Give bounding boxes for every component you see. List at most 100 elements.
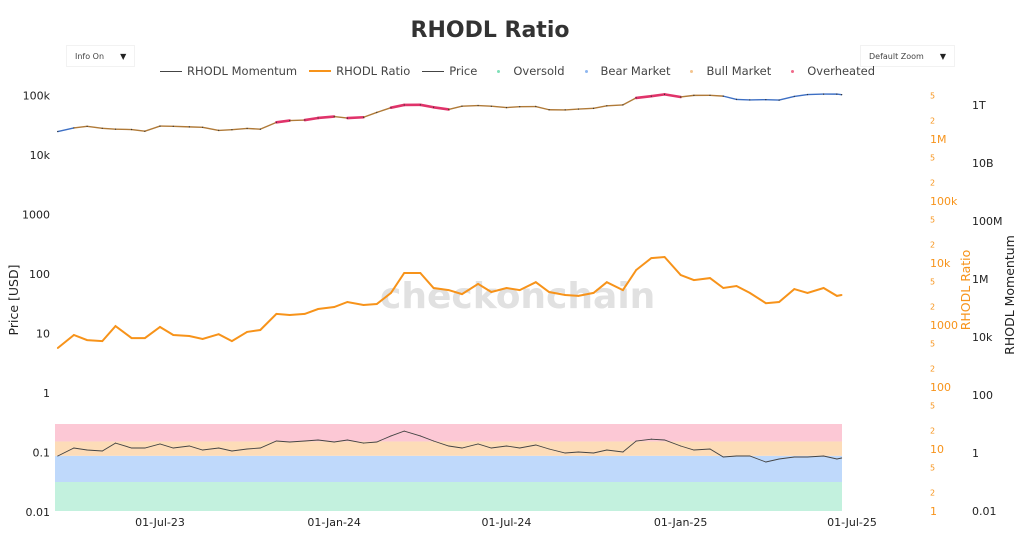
price-point xyxy=(806,93,809,96)
price-point xyxy=(188,126,190,128)
momentum-point xyxy=(736,455,738,457)
price-point xyxy=(218,129,220,132)
chevron-down-icon: ▼ xyxy=(939,51,946,61)
legend-item-overheated[interactable]: Overheated xyxy=(783,64,875,78)
ratio-point xyxy=(778,301,781,303)
price-tick-label: 10k xyxy=(30,149,51,162)
ratio-minor-tick-label: 5 xyxy=(930,340,935,349)
momentum-tick-label: 1 xyxy=(972,447,979,460)
legend-item-bull-market[interactable]: Bull Market xyxy=(682,64,771,78)
price-segment-bull-market xyxy=(606,104,624,107)
chevron-down-icon: ▼ xyxy=(120,51,127,61)
zoom-dropdown[interactable]: Default Zoom ▼ xyxy=(860,45,955,67)
legend-swatch xyxy=(309,70,332,72)
price-segment-overheated xyxy=(346,115,365,120)
momentum-point xyxy=(448,445,450,447)
momentum-point xyxy=(73,447,75,449)
price-tick-label: 0.01 xyxy=(26,506,51,519)
price-point xyxy=(793,95,795,98)
price-point xyxy=(765,99,767,101)
legend: RHODL Momentum RHODL Ratio Price Oversold Be… xyxy=(160,64,881,78)
price-point xyxy=(823,93,825,95)
ratio-point xyxy=(722,287,725,289)
ratio-point xyxy=(101,340,104,342)
price-point xyxy=(246,127,248,130)
ratio-point xyxy=(592,291,595,294)
legend-item-bear-market[interactable]: Bear Market xyxy=(577,64,670,78)
ratio-minor-tick-label: 2 xyxy=(930,364,935,373)
price-point xyxy=(592,107,595,109)
price-tick-label: 0.1 xyxy=(33,447,51,460)
price-point xyxy=(432,106,435,108)
legend-item-rhodl-momentum[interactable]: RHODL Momentum xyxy=(160,64,297,78)
momentum-point xyxy=(363,442,365,444)
price-point xyxy=(709,94,711,96)
momentum-point xyxy=(519,447,521,449)
price-point xyxy=(86,125,88,127)
price-point xyxy=(663,93,666,95)
price-point xyxy=(159,125,161,127)
ratio-point xyxy=(735,285,738,287)
momentum-tick-label: 0.01 xyxy=(972,505,997,518)
ratio-point xyxy=(650,257,653,259)
price-point xyxy=(289,119,291,122)
price-point xyxy=(722,95,724,97)
price-segment-bull-market xyxy=(448,105,463,111)
ratio-minor-tick-label: 5 xyxy=(930,216,935,225)
price-segment-bear-market xyxy=(778,95,795,101)
ratio-point xyxy=(447,289,450,292)
legend-label: Bull Market xyxy=(706,64,772,78)
legend-item-rhodl-ratio[interactable]: RHODL Ratio xyxy=(309,64,410,78)
legend-item-price[interactable]: Price xyxy=(422,64,477,78)
price-tick-label: 100k xyxy=(23,90,51,103)
ratio-point xyxy=(518,289,521,292)
price-point xyxy=(390,107,392,109)
band-overheated xyxy=(55,424,842,442)
ratio-point xyxy=(835,294,838,297)
ratio-point xyxy=(679,274,682,276)
price-segment-bull-market xyxy=(535,105,550,111)
ratio-point xyxy=(764,302,767,305)
momentum-point xyxy=(650,438,652,440)
price-segment-overheated xyxy=(316,115,336,120)
price-segment-bull-market xyxy=(592,105,608,110)
price-segment-overheated xyxy=(389,103,406,109)
ratio-point xyxy=(748,291,751,294)
legend-swatch xyxy=(791,69,795,73)
price-point xyxy=(778,99,780,101)
price-point xyxy=(448,108,450,111)
x-tick-label: 01-Jan-25 xyxy=(654,516,708,529)
price-point xyxy=(535,105,537,108)
ratio-point xyxy=(362,304,365,306)
ratio-point xyxy=(375,303,378,305)
price-segment-overheated xyxy=(275,119,291,124)
ratio-point xyxy=(317,308,319,310)
ratio-point xyxy=(622,289,624,292)
price-point xyxy=(304,119,306,121)
ratio-minor-tick-label: 2 xyxy=(930,302,935,311)
price-segment-bull-market xyxy=(86,125,103,130)
momentum-point xyxy=(144,447,146,449)
legend-item-oversold[interactable]: Oversold xyxy=(489,64,565,78)
info-dropdown[interactable]: Info On ▼ xyxy=(66,45,136,67)
price-point xyxy=(650,95,652,97)
momentum-point xyxy=(461,447,463,449)
momentum-point xyxy=(622,451,624,453)
ratio-point xyxy=(534,281,537,284)
price-point xyxy=(564,109,566,111)
price-segment-bear-market xyxy=(57,127,75,133)
price-segment-bull-market xyxy=(362,111,378,118)
price-segment-bull-market xyxy=(564,108,580,111)
legend-label: RHODL Momentum xyxy=(187,64,298,78)
price-segment-bull-market xyxy=(709,94,724,97)
band-bear-market xyxy=(55,455,842,482)
momentum-point xyxy=(823,455,825,457)
price-segment-overheated xyxy=(432,105,451,111)
momentum-point xyxy=(505,445,507,447)
ratio-minor-tick-label: 2 xyxy=(930,116,935,125)
legend-swatch xyxy=(584,69,588,73)
momentum-point xyxy=(841,457,843,459)
momentum-tick-label: 1M xyxy=(972,273,989,286)
legend-swatch xyxy=(497,69,501,73)
